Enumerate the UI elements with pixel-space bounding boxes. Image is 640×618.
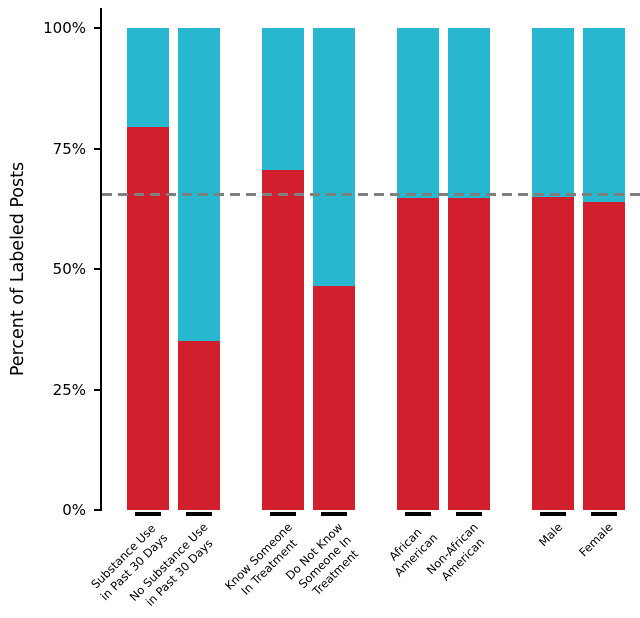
y-tick-mark xyxy=(94,27,102,29)
x-tick-mark xyxy=(135,512,161,516)
y-tick-mark xyxy=(94,388,102,391)
bar-segment-bottom xyxy=(583,201,625,510)
bar-segment-bottom xyxy=(127,126,169,510)
x-tick-mark xyxy=(186,512,212,516)
y-tick-label: 50% xyxy=(52,260,86,278)
bar-segment-bottom xyxy=(313,285,355,510)
y-tick-mark xyxy=(94,268,102,270)
x-tick-label: Female xyxy=(576,520,616,560)
y-tick-label: 25% xyxy=(52,380,86,399)
y-tick-mark xyxy=(94,147,102,150)
bar-segment-top xyxy=(397,28,439,198)
bar-segment-top xyxy=(127,28,169,127)
bar-segment-bottom xyxy=(178,341,220,510)
dashed-reference-line xyxy=(102,193,640,196)
y-axis-label: Percent of Labeled Posts xyxy=(8,161,28,377)
bar-segment-top xyxy=(448,28,490,198)
bar-segment-top xyxy=(313,28,355,286)
plot-area: 0% 25% 50% 75% 100% Substance Use in Past 30 … xyxy=(43,8,640,609)
bar-segment-top xyxy=(532,28,574,197)
y-tick-label: 75% xyxy=(52,139,86,158)
y-tick-label: 100% xyxy=(43,19,86,37)
x-tick-mark xyxy=(591,512,617,516)
x-tick-mark xyxy=(540,512,566,516)
bar-segment-bottom xyxy=(262,170,304,510)
x-tick-label: Non-African American xyxy=(423,520,488,584)
y-tick-mark xyxy=(94,509,102,511)
x-tick-mark xyxy=(270,512,296,516)
bar-segment-bottom xyxy=(397,197,439,510)
y-tick-label: 0% xyxy=(62,501,86,519)
x-tick-mark xyxy=(456,512,482,516)
bar-segment-bottom xyxy=(448,197,490,510)
x-tick-label: Male xyxy=(535,520,565,550)
x-tick-mark xyxy=(405,512,431,516)
x-tick-mark xyxy=(321,512,347,516)
bar-segment-bottom xyxy=(532,196,574,510)
bar-segment-top xyxy=(262,28,304,171)
bar-segment-top xyxy=(178,28,220,342)
bar-segment-top xyxy=(583,28,625,202)
